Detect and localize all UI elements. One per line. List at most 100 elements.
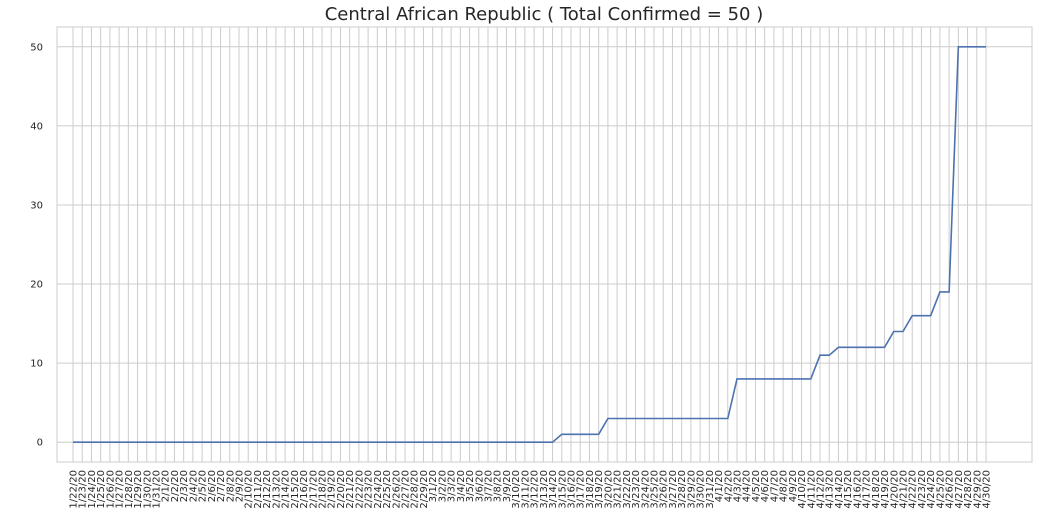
y-tick-label: 10: [30, 359, 43, 370]
x-tick-label: 4/6/20: [760, 470, 771, 502]
x-tick-label: 2/15/20: [290, 470, 301, 509]
x-tick-label: 4/20/20: [889, 470, 900, 509]
x-tick-label: 3/29/20: [686, 470, 697, 509]
x-tick-label: 3/19/20: [594, 470, 605, 509]
x-tick-label: 3/28/20: [677, 470, 688, 509]
x-tick-label: 2/9/20: [235, 470, 246, 502]
x-tick-label: 2/26/20: [391, 470, 402, 509]
x-tick-label: 3/8/20: [493, 470, 504, 502]
x-tick-label: 3/30/20: [696, 470, 707, 509]
x-tick-label: 3/5/20: [465, 470, 476, 502]
x-tick-label: 4/22/20: [908, 470, 919, 509]
x-tick-label: 4/13/20: [825, 470, 836, 509]
x-tick-label: 4/26/20: [945, 470, 956, 509]
x-tick-label: 4/3/20: [733, 470, 744, 502]
x-tick-label: 2/29/20: [419, 470, 430, 509]
x-tick-label: 1/29/20: [133, 470, 144, 509]
x-tick-label: 2/4/20: [188, 470, 199, 502]
x-tick-label: 4/4/20: [742, 470, 753, 502]
x-tick-label: 4/8/20: [779, 470, 790, 502]
x-tick-label: 2/6/20: [207, 470, 218, 502]
x-tick-label: 3/13/20: [539, 470, 550, 509]
x-tick-label: 3/26/20: [659, 470, 670, 509]
x-tick-label: 4/23/20: [917, 470, 928, 509]
x-tick-label: 4/30/20: [982, 470, 993, 509]
x-tick-label: 2/27/20: [401, 470, 412, 509]
x-tick-label: 4/2/20: [723, 470, 734, 502]
x-tick-label: 4/5/20: [751, 470, 762, 502]
x-tick-label: 4/9/20: [788, 470, 799, 502]
x-tick-label: 2/24/20: [373, 470, 384, 509]
x-tick-label: 2/7/20: [216, 470, 227, 502]
x-tick-label: 3/24/20: [640, 470, 651, 509]
x-tick-label: 1/30/20: [142, 470, 153, 509]
x-tick-label: 4/12/20: [816, 470, 827, 509]
x-tick-label: 3/12/20: [530, 470, 541, 509]
y-tick-label: 40: [30, 121, 43, 132]
x-tick-label: 3/23/20: [631, 470, 642, 509]
x-tick-label: 4/14/20: [834, 470, 845, 509]
x-tick-label: 2/21/20: [345, 470, 356, 509]
x-tick-label: 3/2/20: [437, 470, 448, 502]
x-tick-label: 3/25/20: [650, 470, 661, 509]
x-tick-label: 1/27/20: [115, 470, 126, 509]
x-tick-label: 4/24/20: [926, 470, 937, 509]
x-tick-label: 1/28/20: [124, 470, 135, 509]
x-tick-label: 3/16/20: [567, 470, 578, 509]
x-tick-label: 4/7/20: [769, 470, 780, 502]
x-tick-label: 4/15/20: [843, 470, 854, 509]
x-tick-label: 2/16/20: [299, 470, 310, 509]
x-tick-label: 2/12/20: [262, 470, 273, 509]
x-tick-label: 3/15/20: [557, 470, 568, 509]
x-tick-label: 2/22/20: [354, 470, 365, 509]
x-tick-label: 2/14/20: [281, 470, 292, 509]
x-tick-label: 2/10/20: [244, 470, 255, 509]
x-tick-label: 4/21/20: [899, 470, 910, 509]
x-tick-label: 3/20/20: [603, 470, 614, 509]
x-tick-label: 4/16/20: [852, 470, 863, 509]
x-tick-label: 3/22/20: [622, 470, 633, 509]
x-tick-label: 2/25/20: [382, 470, 393, 509]
x-tick-label: 4/10/20: [797, 470, 808, 509]
x-tick-label: 1/24/20: [87, 470, 98, 509]
x-tick-label: 2/2/20: [170, 470, 181, 502]
plot-area: [56, 26, 1033, 463]
y-tick-label: 20: [30, 280, 43, 291]
x-tick-label: 3/6/20: [474, 470, 485, 502]
x-tick-label: 3/17/20: [576, 470, 587, 509]
x-tick-label: 1/22/20: [69, 470, 80, 509]
x-tick-label: 2/8/20: [225, 470, 236, 502]
x-tick-label: 2/11/20: [253, 470, 264, 509]
x-tick-label: 2/28/20: [410, 470, 421, 509]
x-tick-label: 4/29/20: [972, 470, 983, 509]
x-tick-label: 1/25/20: [96, 470, 107, 509]
x-tick-label: 4/27/20: [954, 470, 965, 509]
x-tick-label: 2/5/20: [198, 470, 209, 502]
x-tick-label: 2/23/20: [364, 470, 375, 509]
x-tick-label: 4/18/20: [871, 470, 882, 509]
x-tick-label: 3/31/20: [705, 470, 716, 509]
x-tick-label: 3/10/20: [511, 470, 522, 509]
chart-title: Central African Republic ( Total Confirm…: [325, 4, 764, 25]
x-tick-label: 3/21/20: [613, 470, 624, 509]
x-tick-label: 3/9/20: [502, 470, 513, 502]
x-tick-label: 3/1/20: [428, 470, 439, 502]
x-tick-label: 2/19/20: [327, 470, 338, 509]
x-tick-label: 2/17/20: [308, 470, 319, 509]
x-tick-label: 3/4/20: [456, 470, 467, 502]
x-tick-label: 2/13/20: [271, 470, 282, 509]
x-tick-label: 2/18/20: [318, 470, 329, 509]
line: [73, 45, 986, 444]
y-tick-label: 0: [37, 438, 43, 449]
x-tick-label: 1/23/20: [78, 470, 89, 509]
x-tick-label: 4/25/20: [935, 470, 946, 509]
x-tick-label: 2/3/20: [179, 470, 190, 502]
y-tick-label: 30: [30, 200, 43, 211]
x-tick-label: 4/17/20: [862, 470, 873, 509]
x-tick-label: 4/28/20: [963, 470, 974, 509]
x-tick-label: 4/19/20: [880, 470, 891, 509]
x-tick-label: 3/14/20: [548, 470, 559, 509]
x-tick-label: 3/18/20: [585, 470, 596, 509]
x-tick-label: 4/11/20: [806, 470, 817, 509]
